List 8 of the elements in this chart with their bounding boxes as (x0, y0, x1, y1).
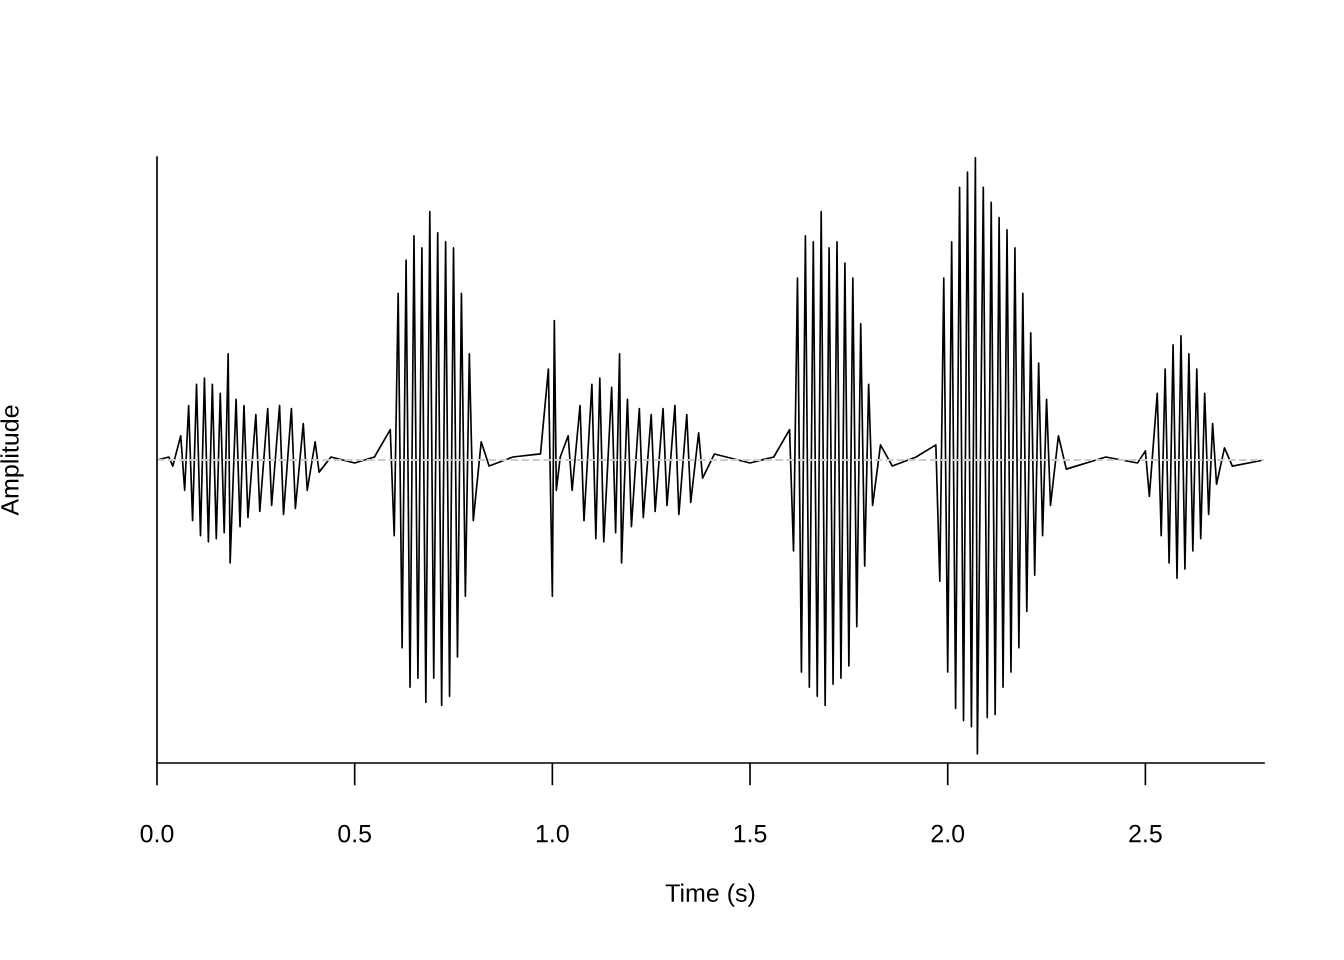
x-tick-label: 0.5 (338, 824, 372, 843)
x-tick-label: 1.5 (734, 825, 767, 843)
x-tick-label: 0.0 (140, 824, 174, 843)
x-tick-label: 2.0 (931, 824, 965, 843)
x-axis-title: Time (s) (665, 883, 755, 907)
x-tick-label: 2.5 (1129, 824, 1162, 843)
x-tick-label: 1.0 (536, 824, 569, 843)
y-axis-title: Amplitude (0, 405, 24, 516)
